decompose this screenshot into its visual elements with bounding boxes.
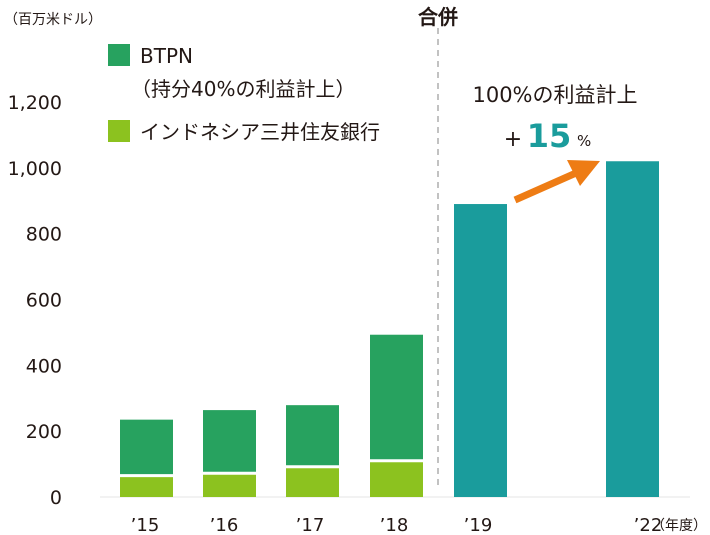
full-consolidation-label: 100%の利益計上 xyxy=(472,83,637,107)
growth-value: 15 xyxy=(527,117,572,155)
bar-segment-btpn xyxy=(370,334,423,461)
growth-unit: % xyxy=(577,132,591,150)
bar-full-consolidation xyxy=(454,204,507,497)
legend-label-btpn: BTPN xyxy=(140,44,193,68)
x-tick-label: ’22 xyxy=(634,515,663,535)
legend-swatch-btpn xyxy=(108,44,130,66)
bar-segment-sumitomo xyxy=(286,466,339,497)
legend-label-sumitomo: インドネシア三井住友銀行 xyxy=(140,120,380,144)
x-tick-label: ’19 xyxy=(464,515,493,535)
bar-segment-sumitomo xyxy=(203,473,256,497)
legend-swatch-sumitomo xyxy=(108,120,130,142)
growth-sign: + xyxy=(504,127,522,152)
y-tick-label: 600 xyxy=(26,290,62,312)
x-tick-label: ’18 xyxy=(380,515,409,535)
bar-segment-btpn xyxy=(120,419,173,476)
growth-arrow-head xyxy=(567,160,600,186)
bar-segment-btpn xyxy=(286,405,339,467)
bar-segment-sumitomo xyxy=(370,460,423,497)
y-tick-label: 200 xyxy=(26,421,62,443)
x-axis-suffix: （年度） xyxy=(651,518,707,534)
legend-label-btpn-note: （持分40%の利益計上） xyxy=(131,77,355,101)
y-tick-label: 0 xyxy=(50,487,62,509)
x-tick-label: ’15 xyxy=(131,515,160,535)
unit-label: （百万米ドル） xyxy=(4,12,102,28)
x-tick-label: ’17 xyxy=(296,515,325,535)
merger-label: 合併 xyxy=(418,5,458,29)
bar-full-consolidation xyxy=(606,161,659,497)
y-tick-label: 400 xyxy=(26,355,62,377)
bar-segment-sumitomo xyxy=(120,475,173,497)
growth-arrow-shaft xyxy=(513,169,578,204)
y-tick-label: 1,200 xyxy=(8,92,62,114)
bar-segment-btpn xyxy=(203,410,256,474)
y-tick-label: 1,000 xyxy=(8,158,62,180)
x-tick-label: ’16 xyxy=(210,515,239,535)
y-tick-label: 800 xyxy=(26,224,62,246)
